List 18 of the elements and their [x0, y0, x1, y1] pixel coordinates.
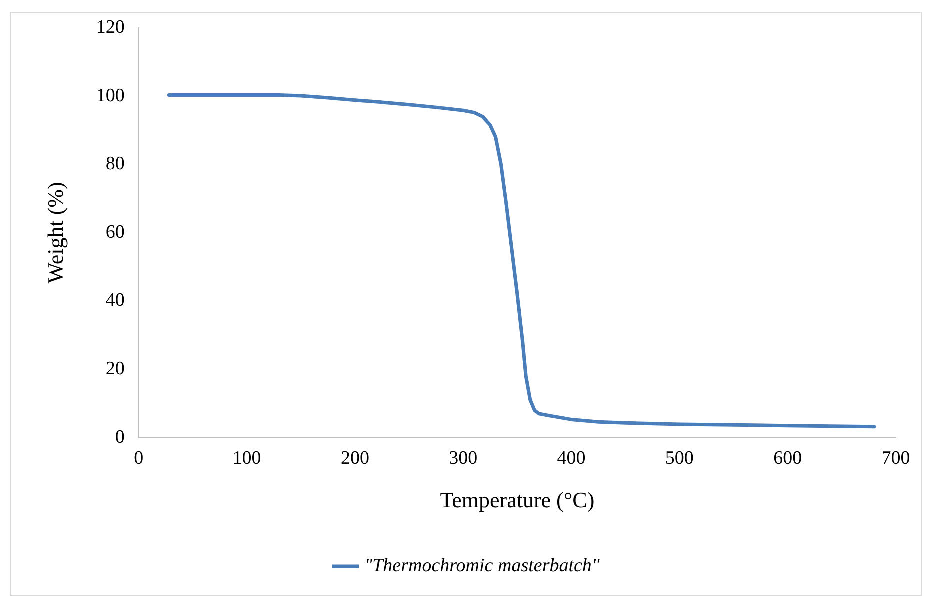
y-tick-label: 100 — [96, 85, 125, 106]
x-tick-label: 600 — [774, 448, 802, 470]
x-tick-label: 0 — [134, 448, 144, 470]
y-tick-label: 120 — [96, 16, 125, 38]
x-tick-label: 100 — [232, 448, 262, 470]
x-axis-title: Temperature (°C) — [440, 488, 595, 513]
x-tick-label: 500 — [665, 448, 694, 470]
x-tick-label: 200 — [340, 448, 370, 470]
x-tick-label: 400 — [557, 448, 586, 470]
y-tick-label: 0 — [115, 426, 125, 448]
y-tick-label: 60 — [106, 222, 125, 243]
x-tick-label: 700 — [882, 448, 910, 470]
y-tick-label: 80 — [106, 154, 125, 175]
y-tick-label: 40 — [106, 290, 125, 312]
x-tick-label: 300 — [449, 448, 478, 470]
y-tick-label: 20 — [106, 358, 125, 380]
legend-label: "Thermochromic masterbatch" — [364, 556, 601, 576]
y-axis-title: Weight (%) — [42, 182, 68, 284]
